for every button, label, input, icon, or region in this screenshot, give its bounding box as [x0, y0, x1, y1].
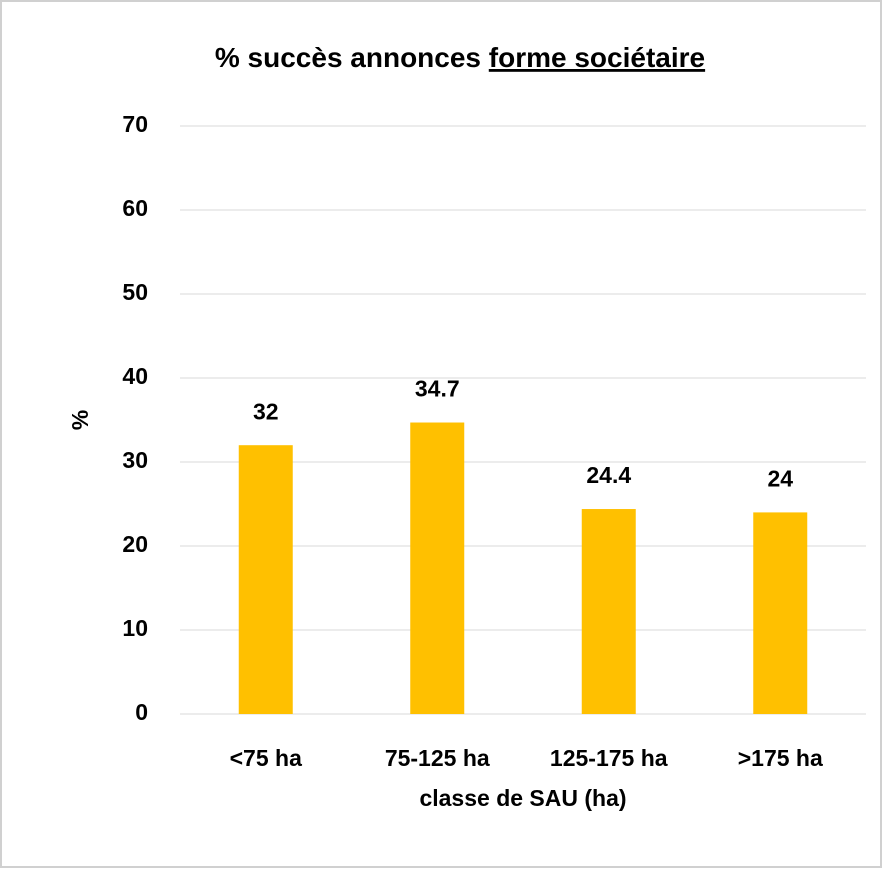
y-tick-label: 70	[122, 111, 148, 137]
x-tick-label: 75-125 ha	[385, 745, 490, 771]
y-tick-label: 20	[122, 531, 148, 557]
chart-title: % succès annonces forme sociétaire	[215, 42, 705, 73]
x-tick-label: <75 ha	[230, 745, 302, 771]
data-label: 34.7	[415, 376, 460, 402]
data-label: 24.4	[586, 462, 631, 488]
y-tick-label: 40	[122, 363, 148, 389]
y-tick-label: 50	[122, 279, 148, 305]
x-axis-label: classe de SAU (ha)	[419, 785, 626, 811]
x-tick-label: >175 ha	[738, 745, 823, 771]
x-tick-label: 125-175 ha	[550, 745, 668, 771]
title-underlined: forme sociétaire	[489, 42, 705, 73]
data-label: 24	[767, 465, 793, 491]
bar	[581, 509, 636, 714]
data-label: 32	[253, 398, 279, 424]
bar	[410, 422, 465, 714]
bar	[753, 512, 808, 714]
y-tick-label: 0	[135, 699, 148, 725]
y-tick-label: 10	[122, 615, 148, 641]
bar	[238, 445, 293, 714]
title-main: % succès annonces	[215, 42, 481, 73]
y-axis-label: %	[67, 410, 93, 430]
y-tick-label: 30	[122, 447, 148, 473]
y-tick-label: 60	[122, 195, 148, 221]
